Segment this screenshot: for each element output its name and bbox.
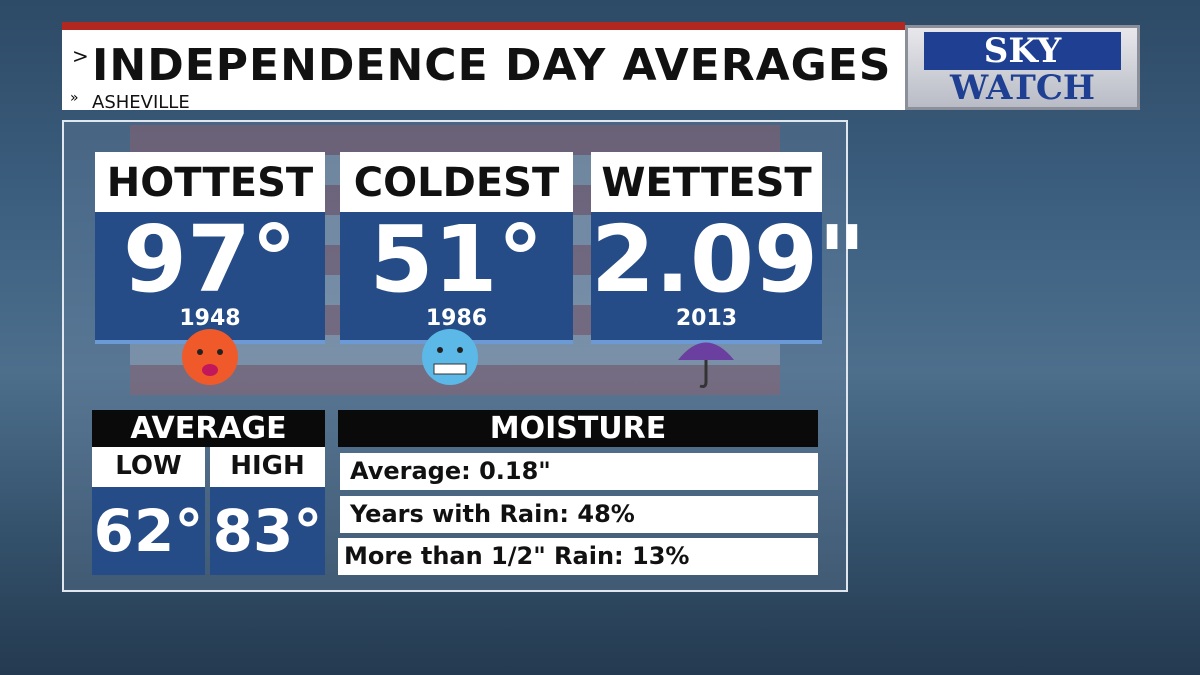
- header: > INDEPENDENCE DAY AVERAGES » ASHEVILLE: [62, 22, 905, 113]
- average-high-label: HIGH: [210, 447, 325, 487]
- average-title: AVERAGE: [92, 410, 325, 447]
- moisture-row: Years with Rain: 48%: [340, 496, 818, 533]
- record-box: 97° 1948: [95, 212, 325, 344]
- record-label: COLDEST: [340, 152, 573, 212]
- average-high: 83°: [210, 487, 325, 575]
- record-card: WETTEST 2.09" 2013: [591, 152, 866, 344]
- title: INDEPENDENCE DAY AVERAGES: [92, 40, 892, 91]
- record-year: 2013: [675, 306, 738, 331]
- average-low-label: LOW: [92, 447, 205, 487]
- chevron: »: [70, 90, 79, 106]
- record-card: COLDEST 51° 1986: [340, 152, 573, 344]
- record-year: 1948: [179, 306, 241, 331]
- moisture-title: MOISTURE: [338, 410, 818, 447]
- record-value: 2.09": [591, 206, 866, 313]
- umbrella-icon: [678, 342, 734, 388]
- subtitle: ASHEVILLE: [92, 92, 190, 113]
- average-low: 62°: [92, 487, 205, 575]
- record-box: 2.09" 2013: [591, 206, 866, 344]
- record-value: 97°: [122, 206, 298, 313]
- cold-face-icon: [422, 329, 478, 385]
- chevron: >: [72, 44, 89, 68]
- record-value: 51°: [369, 206, 544, 313]
- hot-face-icon: [182, 329, 238, 385]
- moisture-row: More than 1/2" Rain: 13%: [338, 538, 818, 575]
- record-card: HOTTEST 97° 1948: [95, 152, 325, 344]
- logo-line: SKY: [924, 32, 1121, 70]
- record-box: 51° 1986: [340, 212, 573, 344]
- moisture-row: Average: 0.18": [340, 453, 818, 490]
- logo: SKY WATCH: [905, 25, 1140, 110]
- logo-line: WATCH: [949, 68, 1095, 108]
- record-label: HOTTEST: [95, 152, 325, 212]
- record-label: WETTEST: [591, 152, 822, 212]
- record-year: 1986: [425, 306, 488, 331]
